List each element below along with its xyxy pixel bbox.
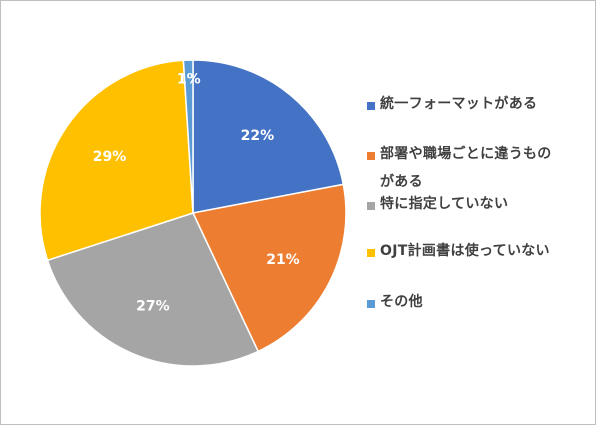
legend-item-varies-by-department: 部署や職場ごとに違うものがある: [367, 146, 587, 196]
legend-swatch: [367, 202, 375, 210]
legend-label: 部署や職場ごとに違うものがある: [380, 146, 552, 190]
data-label: 27%: [136, 299, 170, 315]
legend-label: OJT計画書は使っていない: [380, 243, 550, 259]
pie-slices: [39, 59, 347, 367]
data-label: 29%: [93, 149, 127, 165]
legend-swatch: [367, 300, 375, 308]
data-label: 22%: [241, 128, 275, 144]
legend-label: 統一フォーマットがある: [380, 96, 538, 112]
slice-other: [182, 59, 194, 214]
slice-not-specified: [46, 212, 260, 367]
legend-item-not-specified: 特に指定していない: [367, 196, 587, 218]
slice-varies-by-department: [191, 183, 347, 353]
slice-unified-format: [192, 59, 345, 214]
legend-label: 特に指定していない: [380, 196, 509, 212]
data-label: 1%: [177, 71, 201, 87]
pie-data-labels: 22% 21% 27% 29% 1%: [93, 71, 300, 314]
legend-swatch: [367, 102, 375, 110]
legend-swatch: [367, 249, 375, 257]
legend-swatch: [367, 152, 375, 160]
legend-item-not-using-ojt-plan: OJT計画書は使っていない: [367, 243, 587, 265]
legend-item-unified-format: 統一フォーマットがある: [367, 96, 587, 118]
data-label: 21%: [266, 252, 300, 268]
slice-not-using-ojt-plan: [39, 59, 194, 262]
legend-item-other: その他: [367, 294, 587, 316]
legend-label: その他: [380, 294, 423, 310]
